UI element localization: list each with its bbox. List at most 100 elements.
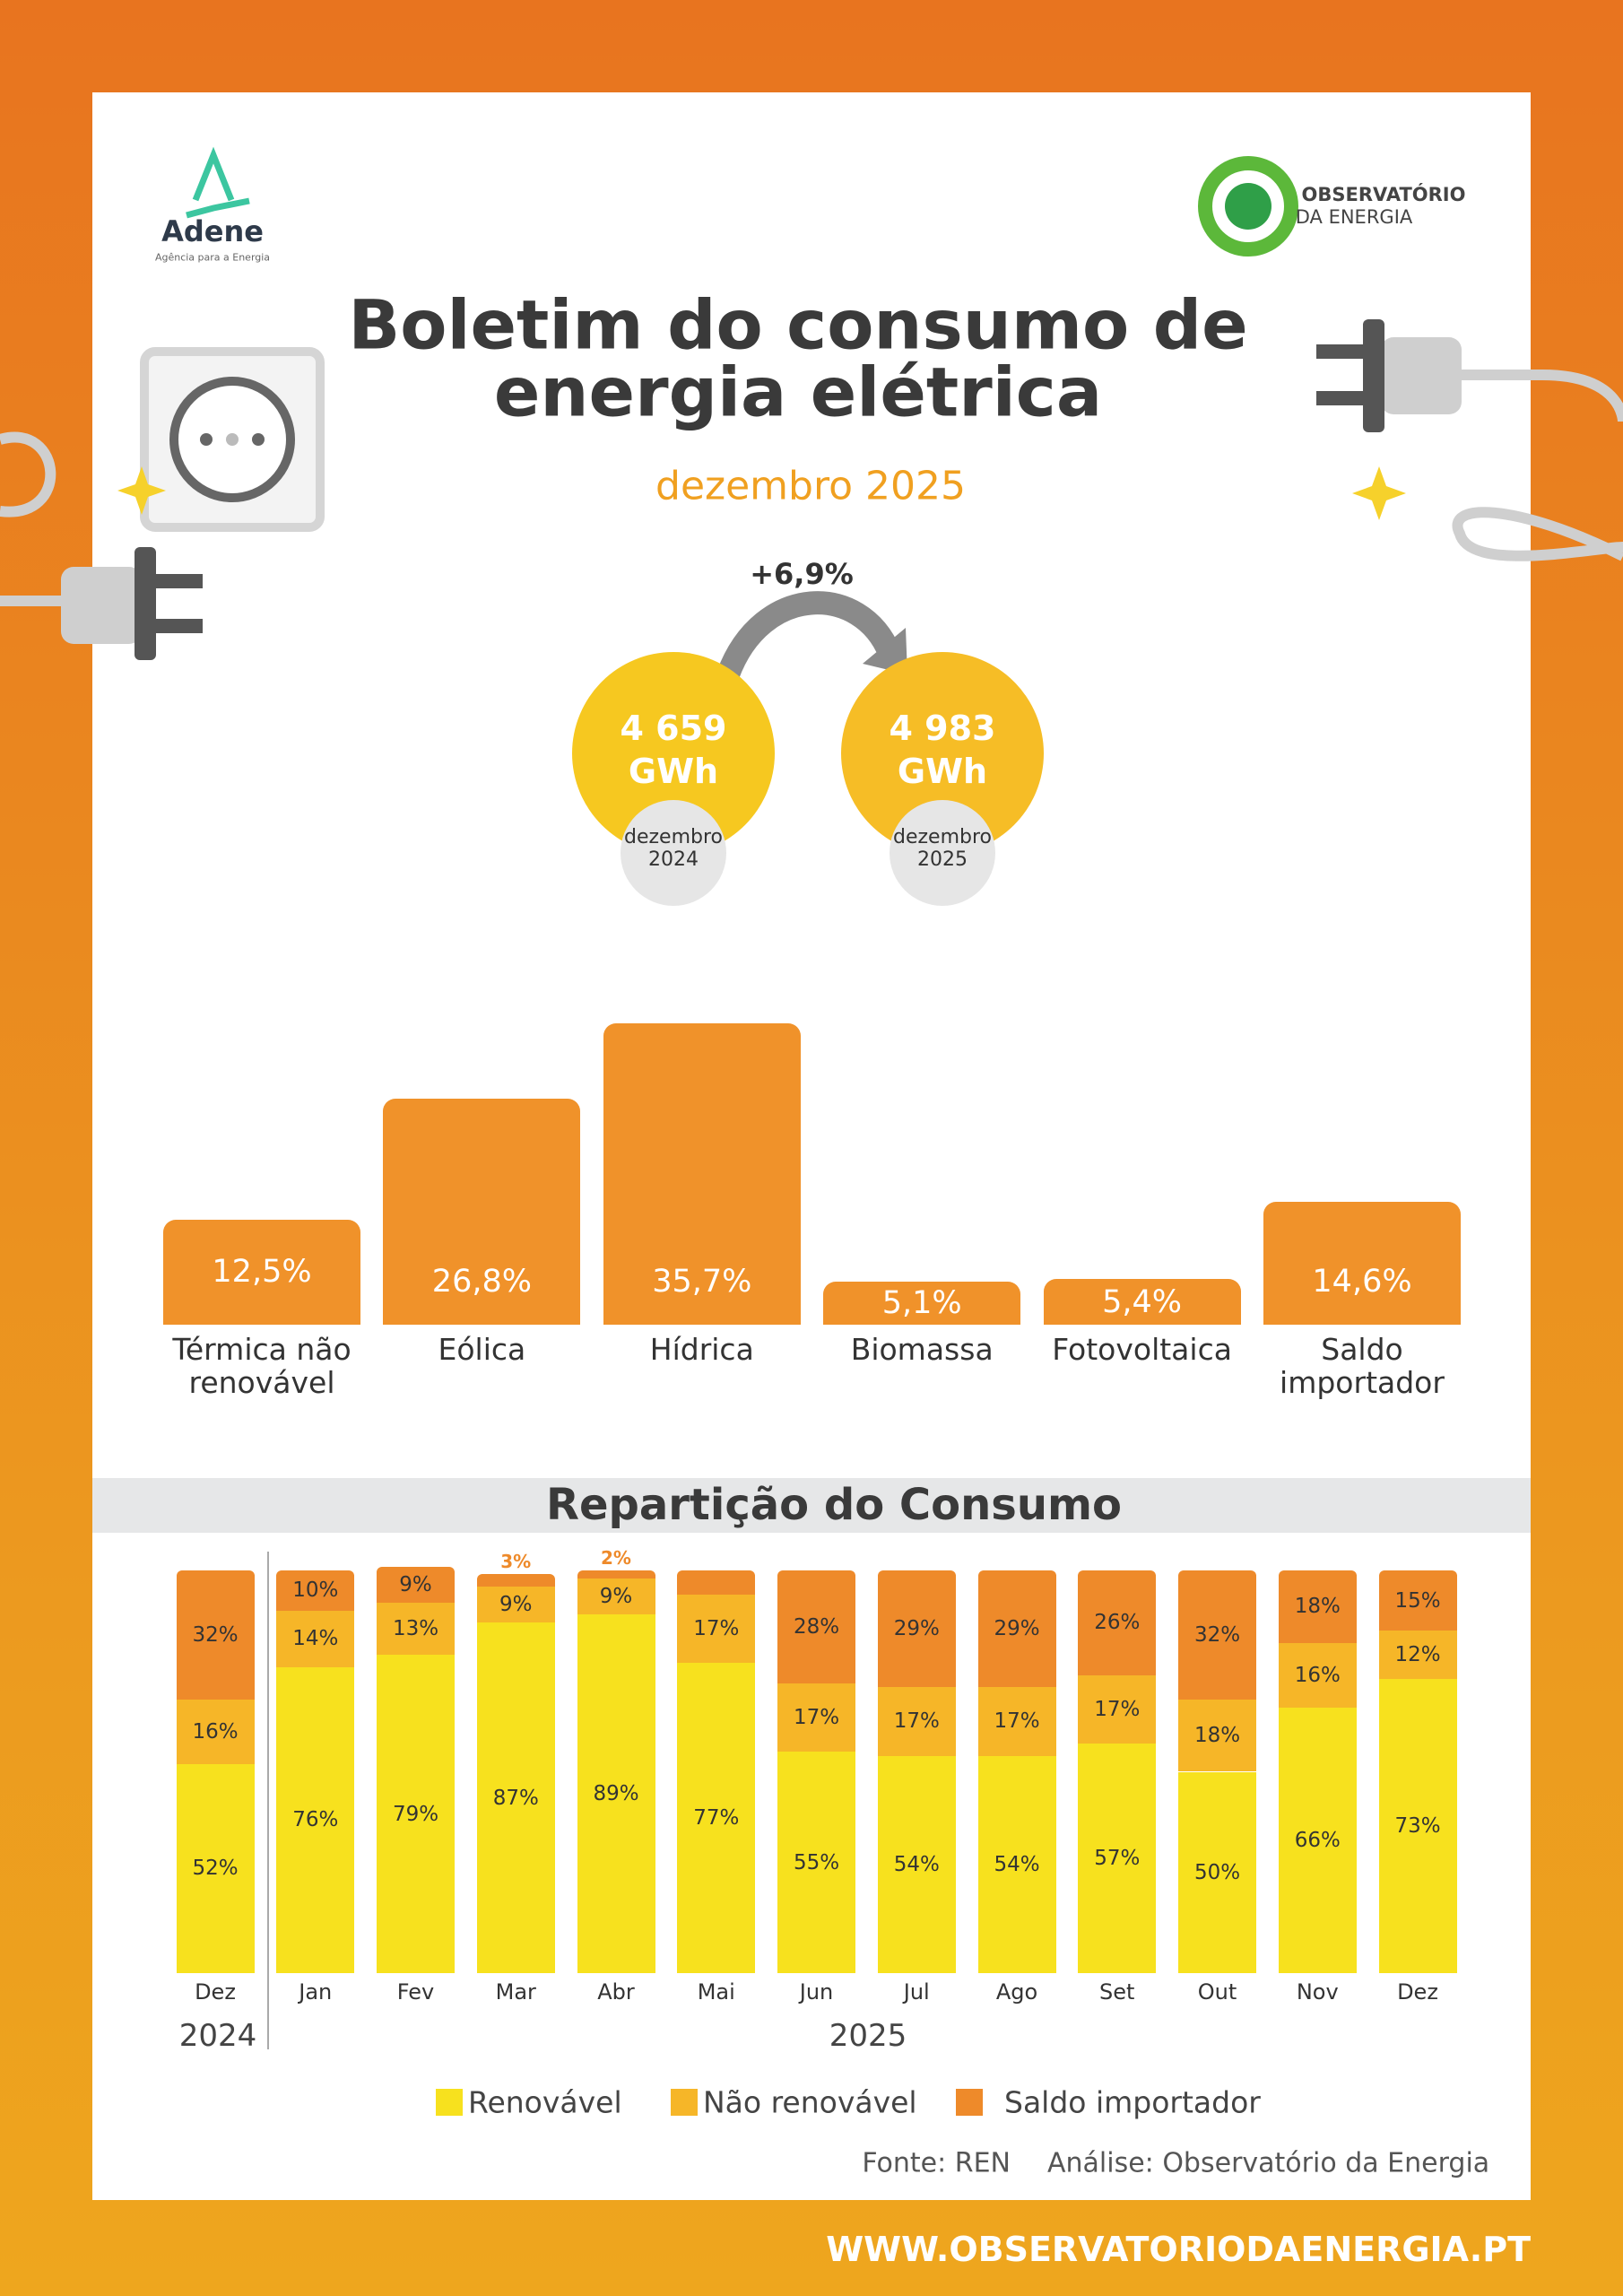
stacked-segment: [577, 1570, 655, 1578]
segment-label: 87%: [492, 1786, 539, 1810]
title: Boletim do consumo de: [348, 284, 1248, 365]
category-label: Hídrica: [649, 1332, 754, 1367]
stacked-segment: [1178, 1771, 1256, 1973]
segment-label: 17%: [693, 1617, 740, 1641]
segment-label: 18%: [1294, 1595, 1341, 1619]
segment-label: 17%: [994, 1709, 1040, 1734]
kpi-period: dezembro 2024: [624, 826, 723, 871]
kpi-unit: GWh: [897, 752, 988, 791]
segment-label: 89%: [593, 1782, 639, 1806]
stacked-segment: [276, 1610, 355, 1667]
category-label: Eólica: [438, 1332, 526, 1367]
stacked-segment: [377, 1602, 455, 1656]
stacked-segment: [1078, 1570, 1157, 1675]
brand: Adene: [161, 214, 264, 248]
stacked-segment: [276, 1570, 355, 1611]
stacked-segment: [377, 1655, 455, 1973]
segment-label: 17%: [893, 1709, 940, 1734]
segment-label: 77%: [693, 1806, 740, 1831]
stacked-segment: [476, 1622, 555, 1973]
bar-value-label: 26,8%: [431, 1264, 532, 1300]
segment-label: 17%: [1094, 1697, 1141, 1721]
bar-value-label: 35,7%: [652, 1264, 752, 1300]
legend-label: Renovável: [468, 2084, 622, 2120]
stacked-segment: [877, 1570, 956, 1688]
x-tick-label: Set: [1099, 1979, 1135, 2005]
stacked-segment: [176, 1699, 255, 1764]
bar: [383, 1099, 581, 1325]
category-label: Saldo importador: [1280, 1332, 1445, 1400]
legend-swatch: [671, 2089, 698, 2116]
stacked-segment: [1378, 1631, 1457, 1680]
segment-label: 12%: [1394, 1643, 1441, 1667]
title: energia elétrica: [493, 352, 1103, 432]
legend-swatch: [436, 2089, 463, 2116]
kpi-value: 4 659: [620, 709, 727, 748]
bar-value-label: 5,1%: [881, 1285, 962, 1322]
group-divider: [267, 1552, 269, 2049]
segment-label: 18%: [1193, 1724, 1241, 1748]
segment-label: 3%: [500, 1551, 532, 1573]
period-circle: [621, 800, 726, 906]
stacked-segment: [1078, 1744, 1157, 1973]
x-tick-label: Out: [1197, 1979, 1237, 2005]
segment-label: 9%: [499, 1593, 533, 1617]
stacked-segment: [1378, 1679, 1457, 1973]
stacked-segment: [176, 1570, 255, 1700]
stacked-segment: [1278, 1707, 1357, 1973]
segment-label: 79%: [392, 1802, 439, 1826]
stacked-segment: [877, 1755, 956, 1973]
bar: [1263, 1201, 1461, 1325]
x-tick-label: Fev: [396, 1979, 435, 2005]
segment-label: 9%: [599, 1585, 633, 1609]
partner-name: OBSERVATÓRIO: [1301, 184, 1466, 205]
url: WWW.OBSERVATORIODAENERGIA.PT: [826, 2230, 1531, 2269]
x-tick-label: Dez: [195, 1979, 236, 2005]
bar: [603, 1023, 801, 1325]
kpi-period: dezembro 2025: [893, 826, 992, 871]
segment-label: 9%: [399, 1572, 432, 1596]
period-circle: [890, 800, 995, 906]
stacked-segment: [1278, 1570, 1357, 1643]
stacked-segment: [977, 1687, 1056, 1756]
segment-label: 28%: [793, 1614, 840, 1639]
segment-label: 54%: [994, 1852, 1040, 1876]
stacked-segment: [577, 1614, 655, 1973]
segment-label: 2%: [601, 1547, 631, 1569]
stacked-segment: [1178, 1570, 1256, 1700]
brand-tagline: Agência para a Energia: [154, 251, 271, 264]
stacked-segment: [1378, 1570, 1457, 1631]
segment-label: 16%: [1294, 1663, 1341, 1687]
legend-label: Saldo importador: [1004, 2084, 1261, 2120]
segment-label: 52%: [192, 1857, 239, 1881]
stacked-segment: [777, 1570, 855, 1683]
bar-value-label: 5,4%: [1102, 1283, 1183, 1320]
segment-label: 32%: [192, 1622, 239, 1647]
segment-label: 73%: [1394, 1814, 1441, 1839]
segment-label: 76%: [292, 1808, 339, 1832]
x-group-label: 2025: [829, 2018, 907, 2054]
category-label: Térmica não renovável: [172, 1332, 352, 1400]
bar: [823, 1282, 1021, 1325]
segment-label: 32%: [1193, 1622, 1241, 1647]
legend-swatch: [956, 2089, 983, 2116]
stacked-segment: [377, 1566, 455, 1603]
partner-name: DA ENERGIA: [1295, 206, 1413, 228]
segment-label: 13%: [392, 1617, 439, 1641]
x-group-label: 2024: [178, 2018, 257, 2054]
section-band: [92, 1478, 1531, 1533]
change-label: +6,9%: [750, 557, 854, 591]
segment-label: 14%: [292, 1627, 339, 1651]
stacked-segment: [176, 1763, 255, 1973]
stacked-segment: [777, 1683, 855, 1752]
segment-label: 29%: [893, 1617, 940, 1641]
segment-label: 10%: [292, 1578, 339, 1603]
stacked-segment: [577, 1578, 655, 1615]
bar-value-label: 12,5%: [212, 1254, 312, 1291]
segment-label: 57%: [1094, 1847, 1141, 1871]
stacked-segment: [877, 1687, 956, 1756]
stacked-segment: [677, 1594, 756, 1664]
legend-label: Não renovável: [703, 2084, 917, 2120]
